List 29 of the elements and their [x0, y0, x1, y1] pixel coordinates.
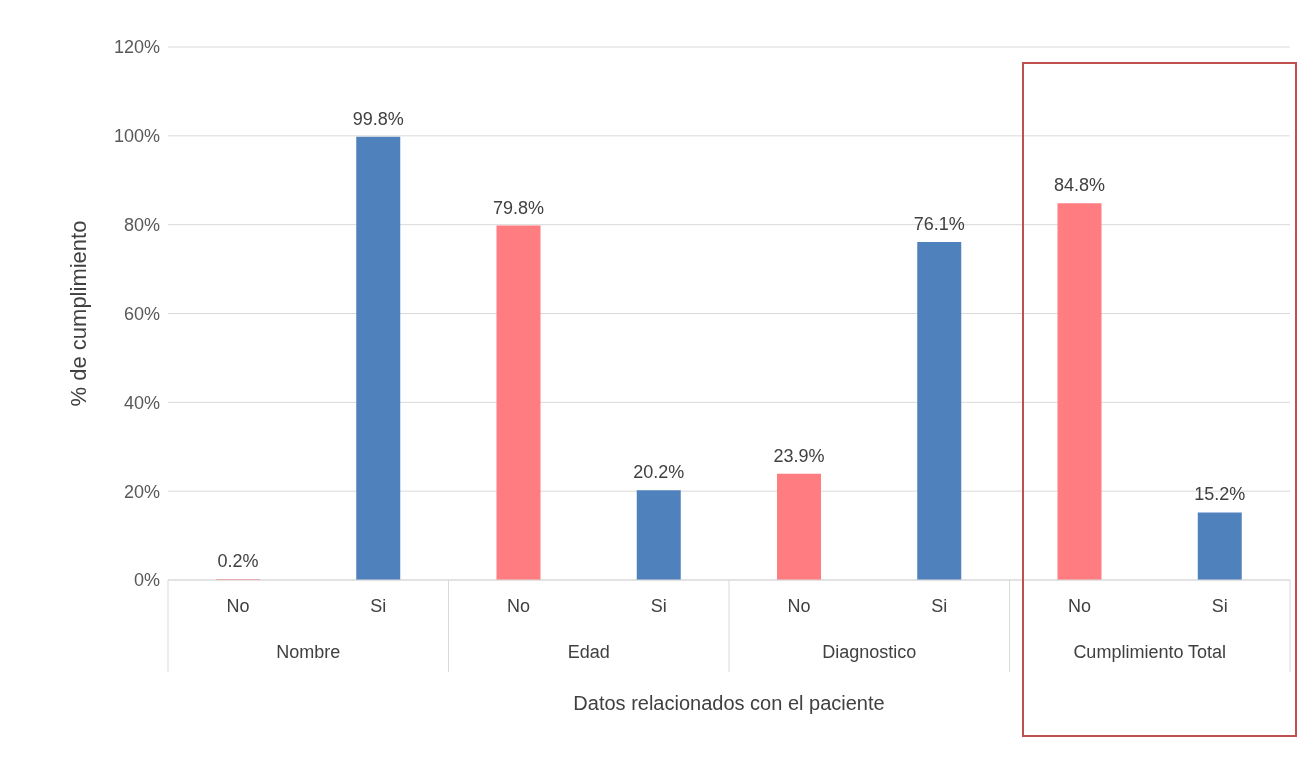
y-tick-label: 60%: [123, 303, 160, 324]
y-tick-label: 20%: [123, 481, 160, 502]
x-tick-label: Si: [650, 596, 667, 616]
x-tick-label: Si: [1211, 596, 1228, 616]
x-tick-label: No: [787, 596, 811, 616]
x-tick-label: Si: [370, 596, 387, 616]
data-label: 99.8%: [352, 108, 404, 129]
data-label: 76.1%: [913, 213, 965, 234]
x-tick-label: No: [507, 596, 531, 616]
y-tick-label: 40%: [123, 392, 160, 413]
x-tick-label: Si: [931, 596, 948, 616]
x-tick-label: No: [226, 596, 250, 616]
text: Edad: [567, 642, 610, 662]
text: Nombre: [276, 642, 341, 662]
data-label: 0.2%: [217, 551, 259, 572]
data-label: 79.8%: [492, 197, 545, 218]
data-label: 15.2%: [1194, 484, 1246, 505]
y-tick-label: 80%: [123, 215, 160, 236]
x-axis-title: Datos relacionados con el paciente: [573, 692, 885, 714]
x-tick-label: No: [1068, 596, 1092, 616]
y-tick-label: 0%: [133, 570, 160, 591]
data-label: 23.9%: [773, 445, 825, 466]
data-label: 20.2%: [633, 462, 685, 483]
y-axis-title: % de cumplimiento: [65, 220, 91, 407]
text: Cumplimiento Total: [1073, 642, 1227, 662]
text: Diagnostico: [822, 642, 917, 662]
y-tick-label: 100%: [113, 126, 160, 147]
data-label: 84.8%: [1053, 175, 1106, 196]
y-tick-label: 120%: [113, 37, 160, 58]
